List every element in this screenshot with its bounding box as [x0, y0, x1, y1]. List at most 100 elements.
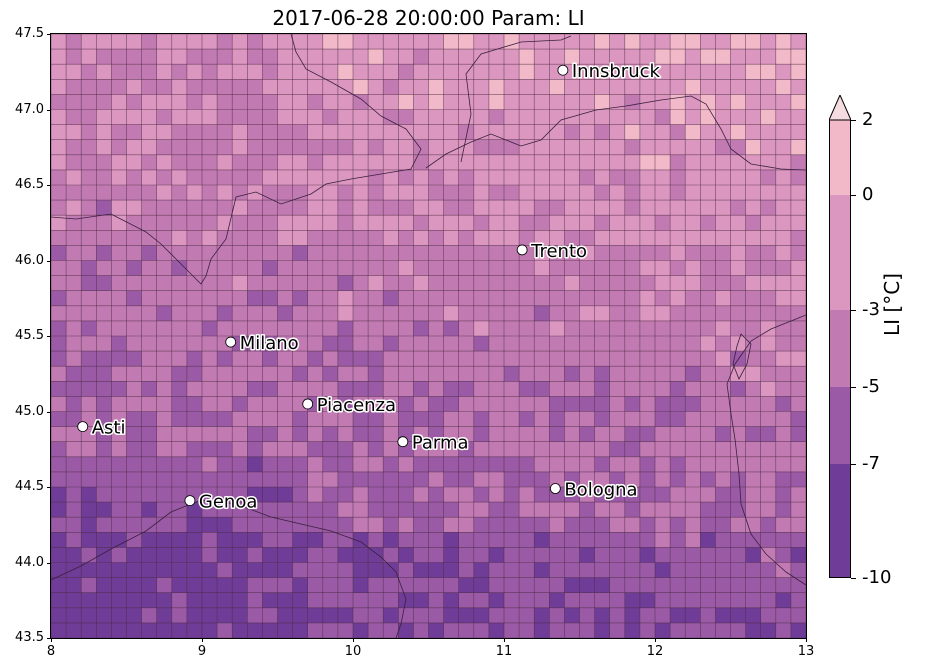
grid-cell — [715, 351, 731, 367]
grid-cell — [715, 592, 731, 609]
grid-cell — [171, 124, 188, 140]
grid-cell — [443, 366, 459, 382]
y-tick-mark — [47, 411, 51, 413]
grid-cell — [232, 366, 248, 382]
grid-cell — [383, 305, 399, 322]
grid-cell — [519, 305, 535, 322]
grid-cell — [760, 411, 777, 427]
grid-cell — [126, 34, 142, 50]
grid-cell — [760, 562, 777, 578]
grid-cell — [639, 49, 656, 65]
grid-cell — [534, 592, 550, 609]
grid-cell — [579, 517, 595, 533]
grid-cell — [66, 200, 82, 216]
grid-cell — [730, 185, 746, 201]
grid-cell — [745, 305, 761, 322]
grid-cell — [66, 592, 82, 609]
city-milano[interactable]: Milano — [225, 332, 300, 356]
grid-cell — [504, 517, 520, 533]
grid-cell — [715, 426, 731, 442]
grid-cell — [488, 471, 505, 488]
grid-cell — [156, 426, 173, 442]
grid-cell — [126, 577, 142, 593]
grid-cell — [186, 532, 203, 548]
grid-cell — [398, 230, 414, 246]
grid-cell — [81, 64, 97, 80]
grid-cell — [66, 381, 82, 397]
grid-cell — [564, 396, 580, 412]
grid-cell — [398, 260, 414, 276]
grid-cell — [504, 169, 520, 186]
grid-cell — [700, 622, 716, 638]
grid-cell — [745, 124, 761, 140]
grid-cell — [700, 154, 716, 171]
grid-cell — [96, 275, 112, 291]
map-plot-area[interactable]: Innsbruck Trento Milano Piacenza Asti Parma Bo… — [50, 33, 807, 639]
city-parma[interactable]: Parma — [397, 431, 470, 455]
grid-cell — [51, 290, 67, 307]
grid-cell — [51, 532, 67, 548]
grid-cell — [262, 124, 278, 140]
grid-cell — [715, 366, 731, 382]
grid-cell — [66, 305, 82, 322]
grid-cell — [639, 411, 656, 427]
city-piacenza[interactable]: Piacenza — [302, 393, 398, 417]
grid-cell — [277, 502, 293, 518]
city-asti[interactable]: Asti — [77, 416, 127, 440]
grid-cell — [655, 169, 671, 186]
grid-cell — [519, 154, 535, 171]
grid-cell — [413, 230, 429, 246]
grid-cell — [775, 517, 792, 533]
grid-cell — [156, 169, 173, 186]
grid-cell — [81, 139, 97, 156]
grid-cell — [534, 34, 550, 50]
grid-cell — [307, 532, 324, 548]
grid-cell — [790, 336, 806, 352]
city-trento[interactable]: Trento — [516, 239, 589, 263]
city-innsbruck[interactable]: Innsbruck — [557, 60, 662, 84]
city-bologna[interactable]: Bologna — [549, 478, 639, 502]
grid-cell — [504, 154, 520, 171]
grid-cell — [398, 336, 414, 352]
grid-cell — [66, 154, 82, 171]
grid-cell — [337, 49, 354, 65]
grid-cell — [458, 366, 475, 382]
grid-cell — [775, 366, 792, 382]
grid-cell — [337, 336, 354, 352]
grid-cell — [398, 607, 414, 624]
grid-cell — [368, 64, 384, 80]
grid-cell — [202, 275, 218, 291]
grid-cell — [217, 426, 233, 442]
grid-cell — [292, 230, 308, 246]
grid-cell — [353, 185, 369, 201]
grid-cell — [126, 139, 142, 156]
grid-cell — [353, 34, 369, 50]
grid-cell — [398, 139, 414, 156]
grid-cell — [760, 381, 777, 397]
grid-cell — [730, 200, 746, 216]
grid-cell — [322, 396, 339, 412]
grid-cell — [594, 185, 610, 201]
grid-cell — [534, 441, 550, 458]
grid-cell — [700, 547, 716, 563]
grid-cell — [670, 396, 686, 412]
grid-cell — [655, 200, 671, 216]
grid-cell — [670, 320, 686, 337]
grid-cell — [292, 426, 308, 442]
grid-cell — [262, 94, 278, 110]
grid-cell — [564, 185, 580, 201]
grid-cell — [730, 94, 746, 110]
city-genoa[interactable]: Genoa — [184, 490, 259, 514]
grid-cell — [81, 34, 97, 50]
grid-cell — [307, 275, 324, 291]
grid-cell — [504, 441, 520, 458]
li-field-map[interactable]: Innsbruck Trento Milano Piacenza Asti Parma Bo… — [51, 34, 806, 638]
grid-cell — [171, 471, 188, 488]
grid-cell — [383, 336, 399, 352]
grid-cell — [579, 426, 595, 442]
grid-cell — [549, 185, 565, 201]
grid-cell — [217, 124, 233, 140]
grid-cell — [760, 169, 777, 186]
grid-cell — [186, 49, 203, 65]
grid-cell — [217, 109, 233, 125]
